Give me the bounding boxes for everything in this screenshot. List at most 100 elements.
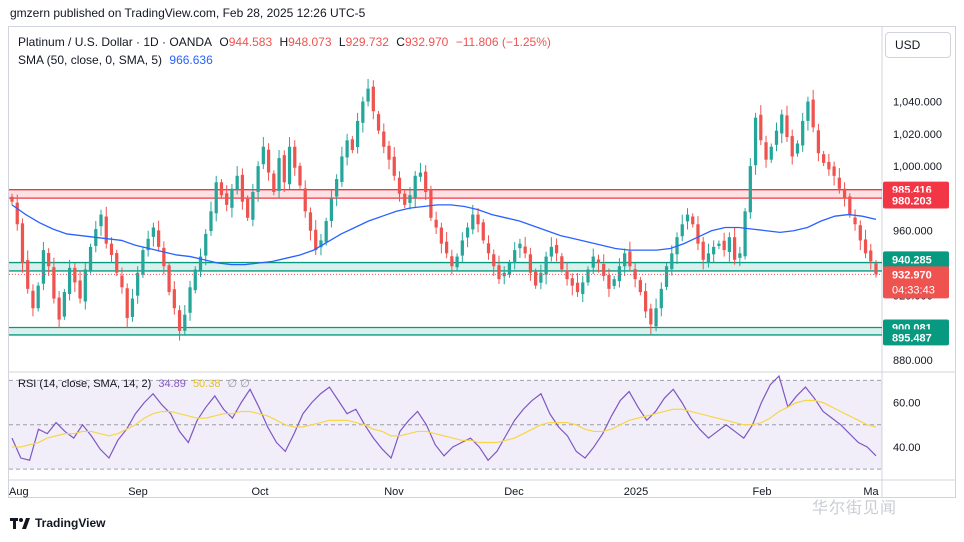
candle — [554, 238, 559, 262]
candle-body — [842, 188, 847, 199]
candle — [198, 248, 203, 277]
support-zone-top-label: 940.285 — [892, 254, 932, 266]
candle-body — [319, 240, 323, 248]
candle — [340, 146, 344, 187]
candle-body — [371, 86, 375, 112]
footer-brand: TradingView — [35, 516, 106, 530]
sma-line — [11, 204, 877, 266]
candle — [696, 216, 700, 251]
candle-body — [277, 158, 281, 191]
sma-label: SMA (50, close, 0, SMA, 5) — [18, 53, 163, 67]
watermark: 华尔街见闻 — [812, 500, 898, 517]
candle — [47, 248, 51, 276]
candle — [397, 171, 402, 202]
candle — [455, 253, 459, 271]
candle-body — [62, 292, 66, 317]
candle-body — [685, 214, 690, 222]
candle — [549, 237, 553, 262]
candle-body — [88, 246, 93, 271]
candle-body — [717, 243, 721, 246]
candle — [743, 208, 747, 260]
candle — [460, 232, 464, 263]
candle — [670, 245, 674, 276]
candle-body — [518, 243, 522, 249]
candle — [219, 179, 224, 199]
candle — [539, 264, 543, 290]
candle-body — [141, 250, 145, 275]
price-tick-label: 1,020.000 — [893, 129, 942, 141]
candle — [109, 237, 114, 264]
candle — [293, 140, 297, 176]
currency-button[interactable]: USD — [885, 32, 951, 58]
candle-body — [272, 173, 276, 192]
candle — [575, 273, 580, 297]
candle — [816, 123, 821, 162]
last-price-label: 932.970 — [892, 269, 932, 281]
candle — [617, 258, 622, 288]
candle — [795, 140, 800, 157]
candle-body — [397, 177, 402, 194]
candle — [722, 232, 726, 257]
candle — [261, 137, 265, 170]
candle-body — [596, 259, 601, 264]
candle-body — [193, 269, 197, 291]
candle — [659, 282, 663, 317]
candle-body — [486, 243, 491, 254]
candle — [303, 180, 307, 218]
candle-body — [167, 265, 171, 293]
candle — [638, 276, 642, 296]
candle-body — [811, 99, 815, 128]
candle-body — [659, 288, 663, 309]
candle — [738, 246, 742, 266]
candle-body — [392, 156, 396, 176]
support-zone — [9, 327, 882, 335]
candle-body — [230, 188, 234, 208]
candle — [806, 96, 810, 131]
candle — [863, 229, 868, 259]
candle-body — [575, 282, 580, 293]
candle-body — [366, 88, 370, 102]
candle-body — [355, 120, 360, 148]
candle — [848, 193, 852, 218]
candle-body — [115, 253, 119, 273]
candle — [188, 280, 192, 321]
candle — [785, 105, 789, 142]
time-tick-label: Aug — [9, 486, 29, 498]
candle — [136, 266, 140, 304]
candle — [361, 96, 365, 133]
tradingview-footer[interactable]: TradingView — [10, 516, 105, 530]
candle-body — [712, 246, 716, 255]
candle-body — [308, 212, 313, 231]
candle-body — [204, 233, 208, 256]
candle — [570, 273, 574, 296]
candle — [513, 242, 517, 270]
candle — [628, 241, 632, 272]
time-tick-label: Nov — [384, 486, 404, 498]
candle — [633, 262, 637, 288]
candle-body — [298, 165, 302, 186]
candle — [167, 262, 171, 296]
candle — [560, 253, 564, 273]
candle — [869, 243, 873, 270]
candle-body — [146, 238, 150, 251]
resistance-zone — [9, 189, 882, 199]
candle — [413, 170, 417, 208]
candle — [52, 257, 56, 304]
candle-body — [822, 154, 826, 163]
candle — [712, 240, 716, 263]
low-value: 929.732 — [345, 35, 389, 49]
open-value: 944.583 — [228, 35, 273, 49]
candle-body — [424, 171, 428, 192]
candle — [151, 222, 156, 247]
candle-body — [439, 227, 444, 244]
candle — [277, 149, 281, 198]
last-price-box — [883, 266, 949, 299]
candle — [643, 283, 648, 318]
candle — [623, 248, 627, 276]
candle-body — [261, 146, 265, 165]
rsi-extra: ∅ ∅ — [227, 378, 250, 390]
candle — [73, 263, 77, 293]
candle-body — [225, 193, 229, 205]
candle-body — [20, 223, 25, 264]
